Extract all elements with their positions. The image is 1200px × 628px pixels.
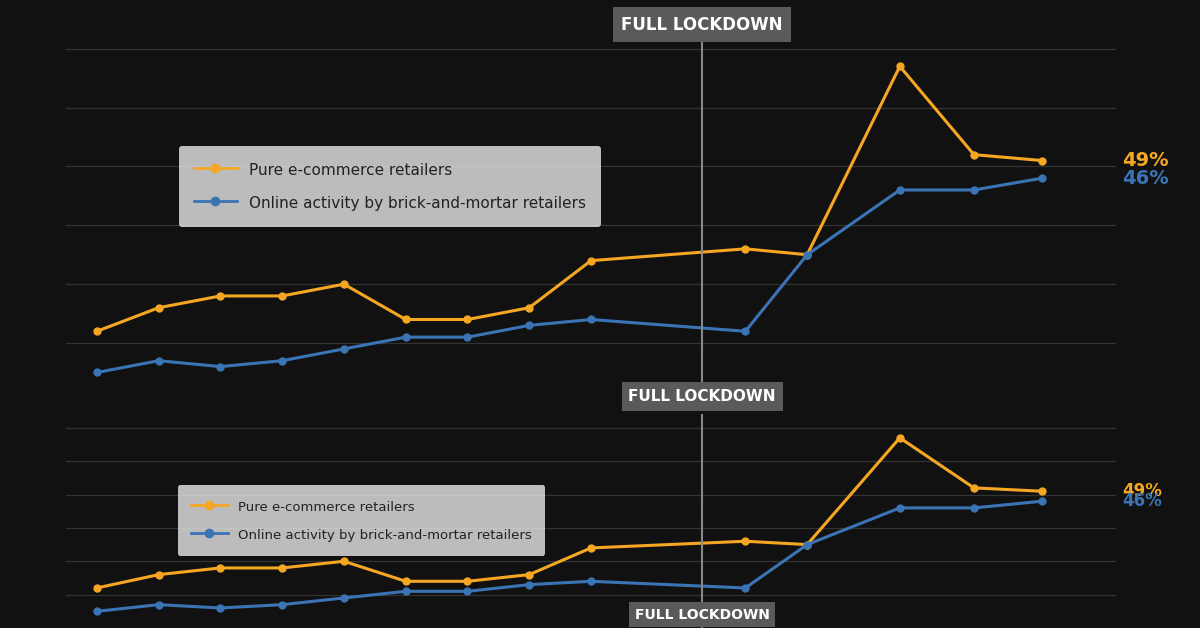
Text: FULL LOCKDOWN: FULL LOCKDOWN [622, 16, 782, 34]
Legend: Pure e-commerce retailers, Online activity by brick-and-mortar retailers: Pure e-commerce retailers, Online activi… [179, 146, 601, 227]
Text: 49%: 49% [1122, 482, 1162, 501]
Text: FULL LOCKDOWN: FULL LOCKDOWN [635, 608, 769, 622]
Text: 46%: 46% [1122, 169, 1169, 188]
Text: 49%: 49% [1122, 151, 1169, 170]
Legend: Pure e-commerce retailers, Online activity by brick-and-mortar retailers: Pure e-commerce retailers, Online activi… [178, 485, 545, 556]
Text: FULL LOCKDOWN: FULL LOCKDOWN [629, 389, 776, 404]
Text: 46%: 46% [1122, 492, 1162, 510]
